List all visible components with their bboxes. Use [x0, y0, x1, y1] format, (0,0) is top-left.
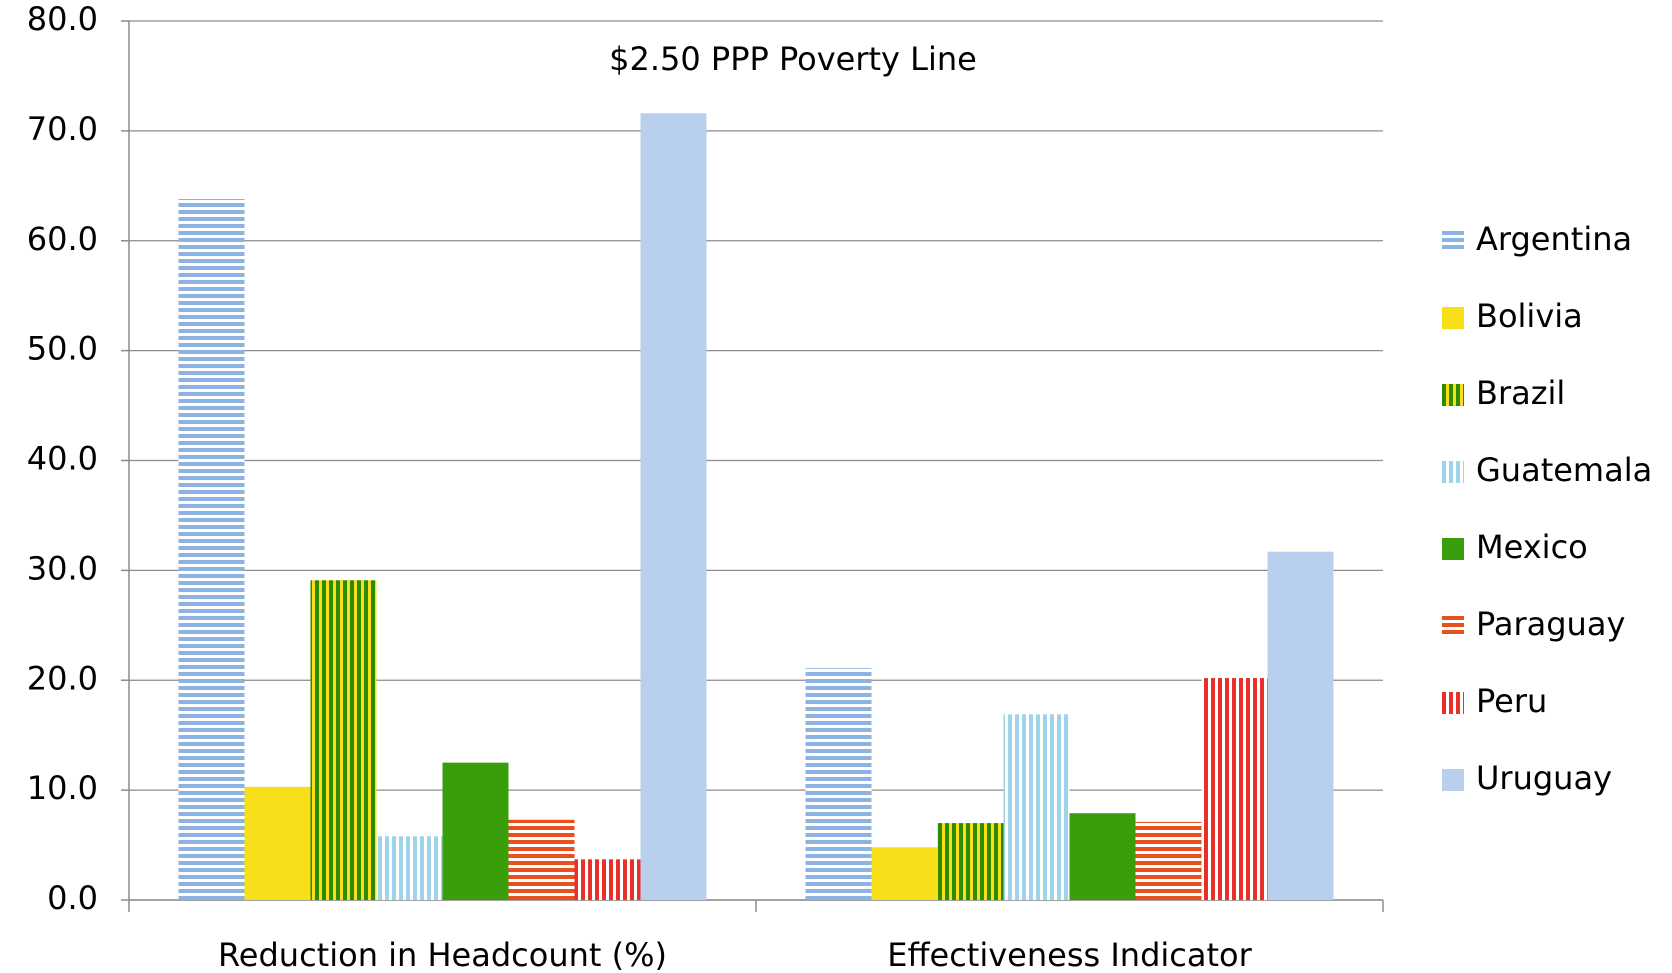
bar	[244, 786, 311, 900]
y-tick-label: 0.0	[47, 879, 98, 917]
y-tick-label: 80.0	[27, 0, 98, 38]
legend-label: Peru	[1476, 682, 1547, 720]
bar	[1135, 821, 1202, 900]
legend-swatch	[1442, 384, 1464, 406]
legend-swatch	[1442, 230, 1464, 252]
bar	[178, 198, 245, 900]
bar	[805, 668, 872, 900]
bar	[574, 859, 641, 900]
x-tick-label: Reduction in Headcount (%)	[218, 936, 667, 973]
x-tick-label: Effectiveness Indicator	[887, 936, 1252, 973]
bar	[1003, 714, 1070, 900]
bar	[442, 762, 509, 900]
legend-swatch	[1442, 461, 1464, 483]
bar	[376, 836, 443, 900]
bar	[310, 580, 377, 900]
legend-label: Paraguay	[1476, 605, 1625, 643]
bar	[508, 819, 575, 900]
y-tick-label: 20.0	[27, 659, 98, 697]
legend-swatch	[1442, 307, 1464, 329]
y-tick-label: 50.0	[27, 330, 98, 368]
y-tick-label: 70.0	[27, 110, 98, 148]
bar	[1201, 678, 1268, 900]
legend-label: Guatemala	[1476, 451, 1652, 489]
legend-label: Brazil	[1476, 374, 1565, 412]
y-tick-label: 60.0	[27, 220, 98, 258]
y-tick-label: 10.0	[27, 769, 98, 807]
legend-swatch	[1442, 692, 1464, 714]
legend-label: Uruguay	[1476, 759, 1612, 797]
y-tick-label: 40.0	[27, 440, 98, 478]
legend-swatch	[1442, 538, 1464, 560]
legend-label: Argentina	[1476, 220, 1632, 258]
bar	[1069, 813, 1136, 900]
chart-title: $2.50 PPP Poverty Line	[609, 40, 977, 78]
legend-label: Bolivia	[1476, 297, 1583, 335]
legend-swatch	[1442, 615, 1464, 637]
bar	[937, 823, 1004, 900]
y-tick-label: 30.0	[27, 549, 98, 587]
bar	[640, 113, 707, 901]
legend-swatch	[1442, 769, 1464, 791]
bar	[871, 847, 938, 900]
legend-label: Mexico	[1476, 528, 1588, 566]
bar	[1267, 551, 1334, 900]
